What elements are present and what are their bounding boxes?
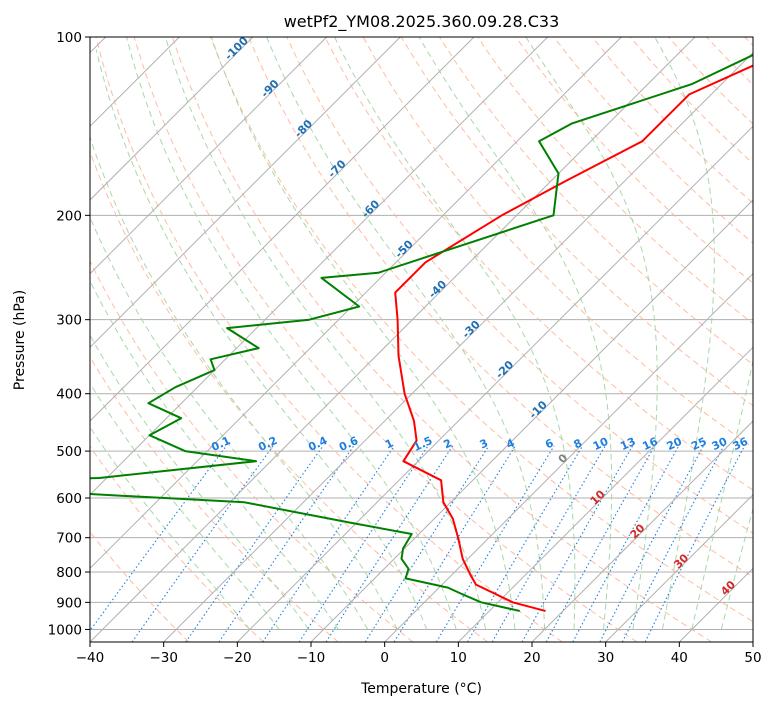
y-tick-label: 300 <box>56 313 82 329</box>
x-tick-label: −10 <box>297 650 326 666</box>
y-tick-label: 400 <box>56 387 82 403</box>
x-axis-title: Temperature (°C) <box>360 681 482 697</box>
x-tick-label: 20 <box>523 650 540 666</box>
y-tick-label: 900 <box>56 595 82 611</box>
y-tick-label: 500 <box>56 444 82 460</box>
x-tick-label: −20 <box>223 650 252 666</box>
y-tick-label: 200 <box>56 208 82 224</box>
y-axis-title: Pressure (hPa) <box>12 290 28 390</box>
chart-title: wetPf2_YM08.2025.360.09.28.C33 <box>284 12 560 32</box>
x-tick-label: 10 <box>450 650 467 666</box>
y-tick-label: 700 <box>56 531 82 547</box>
x-tick-label: −40 <box>76 650 105 666</box>
y-tick-label: 1000 <box>48 622 82 638</box>
x-tick-label: 40 <box>671 650 688 666</box>
x-tick-label: 50 <box>744 650 761 666</box>
y-tick-label: 100 <box>56 30 82 46</box>
y-tick-label: 600 <box>56 491 82 507</box>
x-tick-label: 0 <box>380 650 389 666</box>
x-tick-label: −30 <box>149 650 178 666</box>
x-tick-label: 30 <box>597 650 614 666</box>
y-tick-label: 800 <box>56 565 82 581</box>
